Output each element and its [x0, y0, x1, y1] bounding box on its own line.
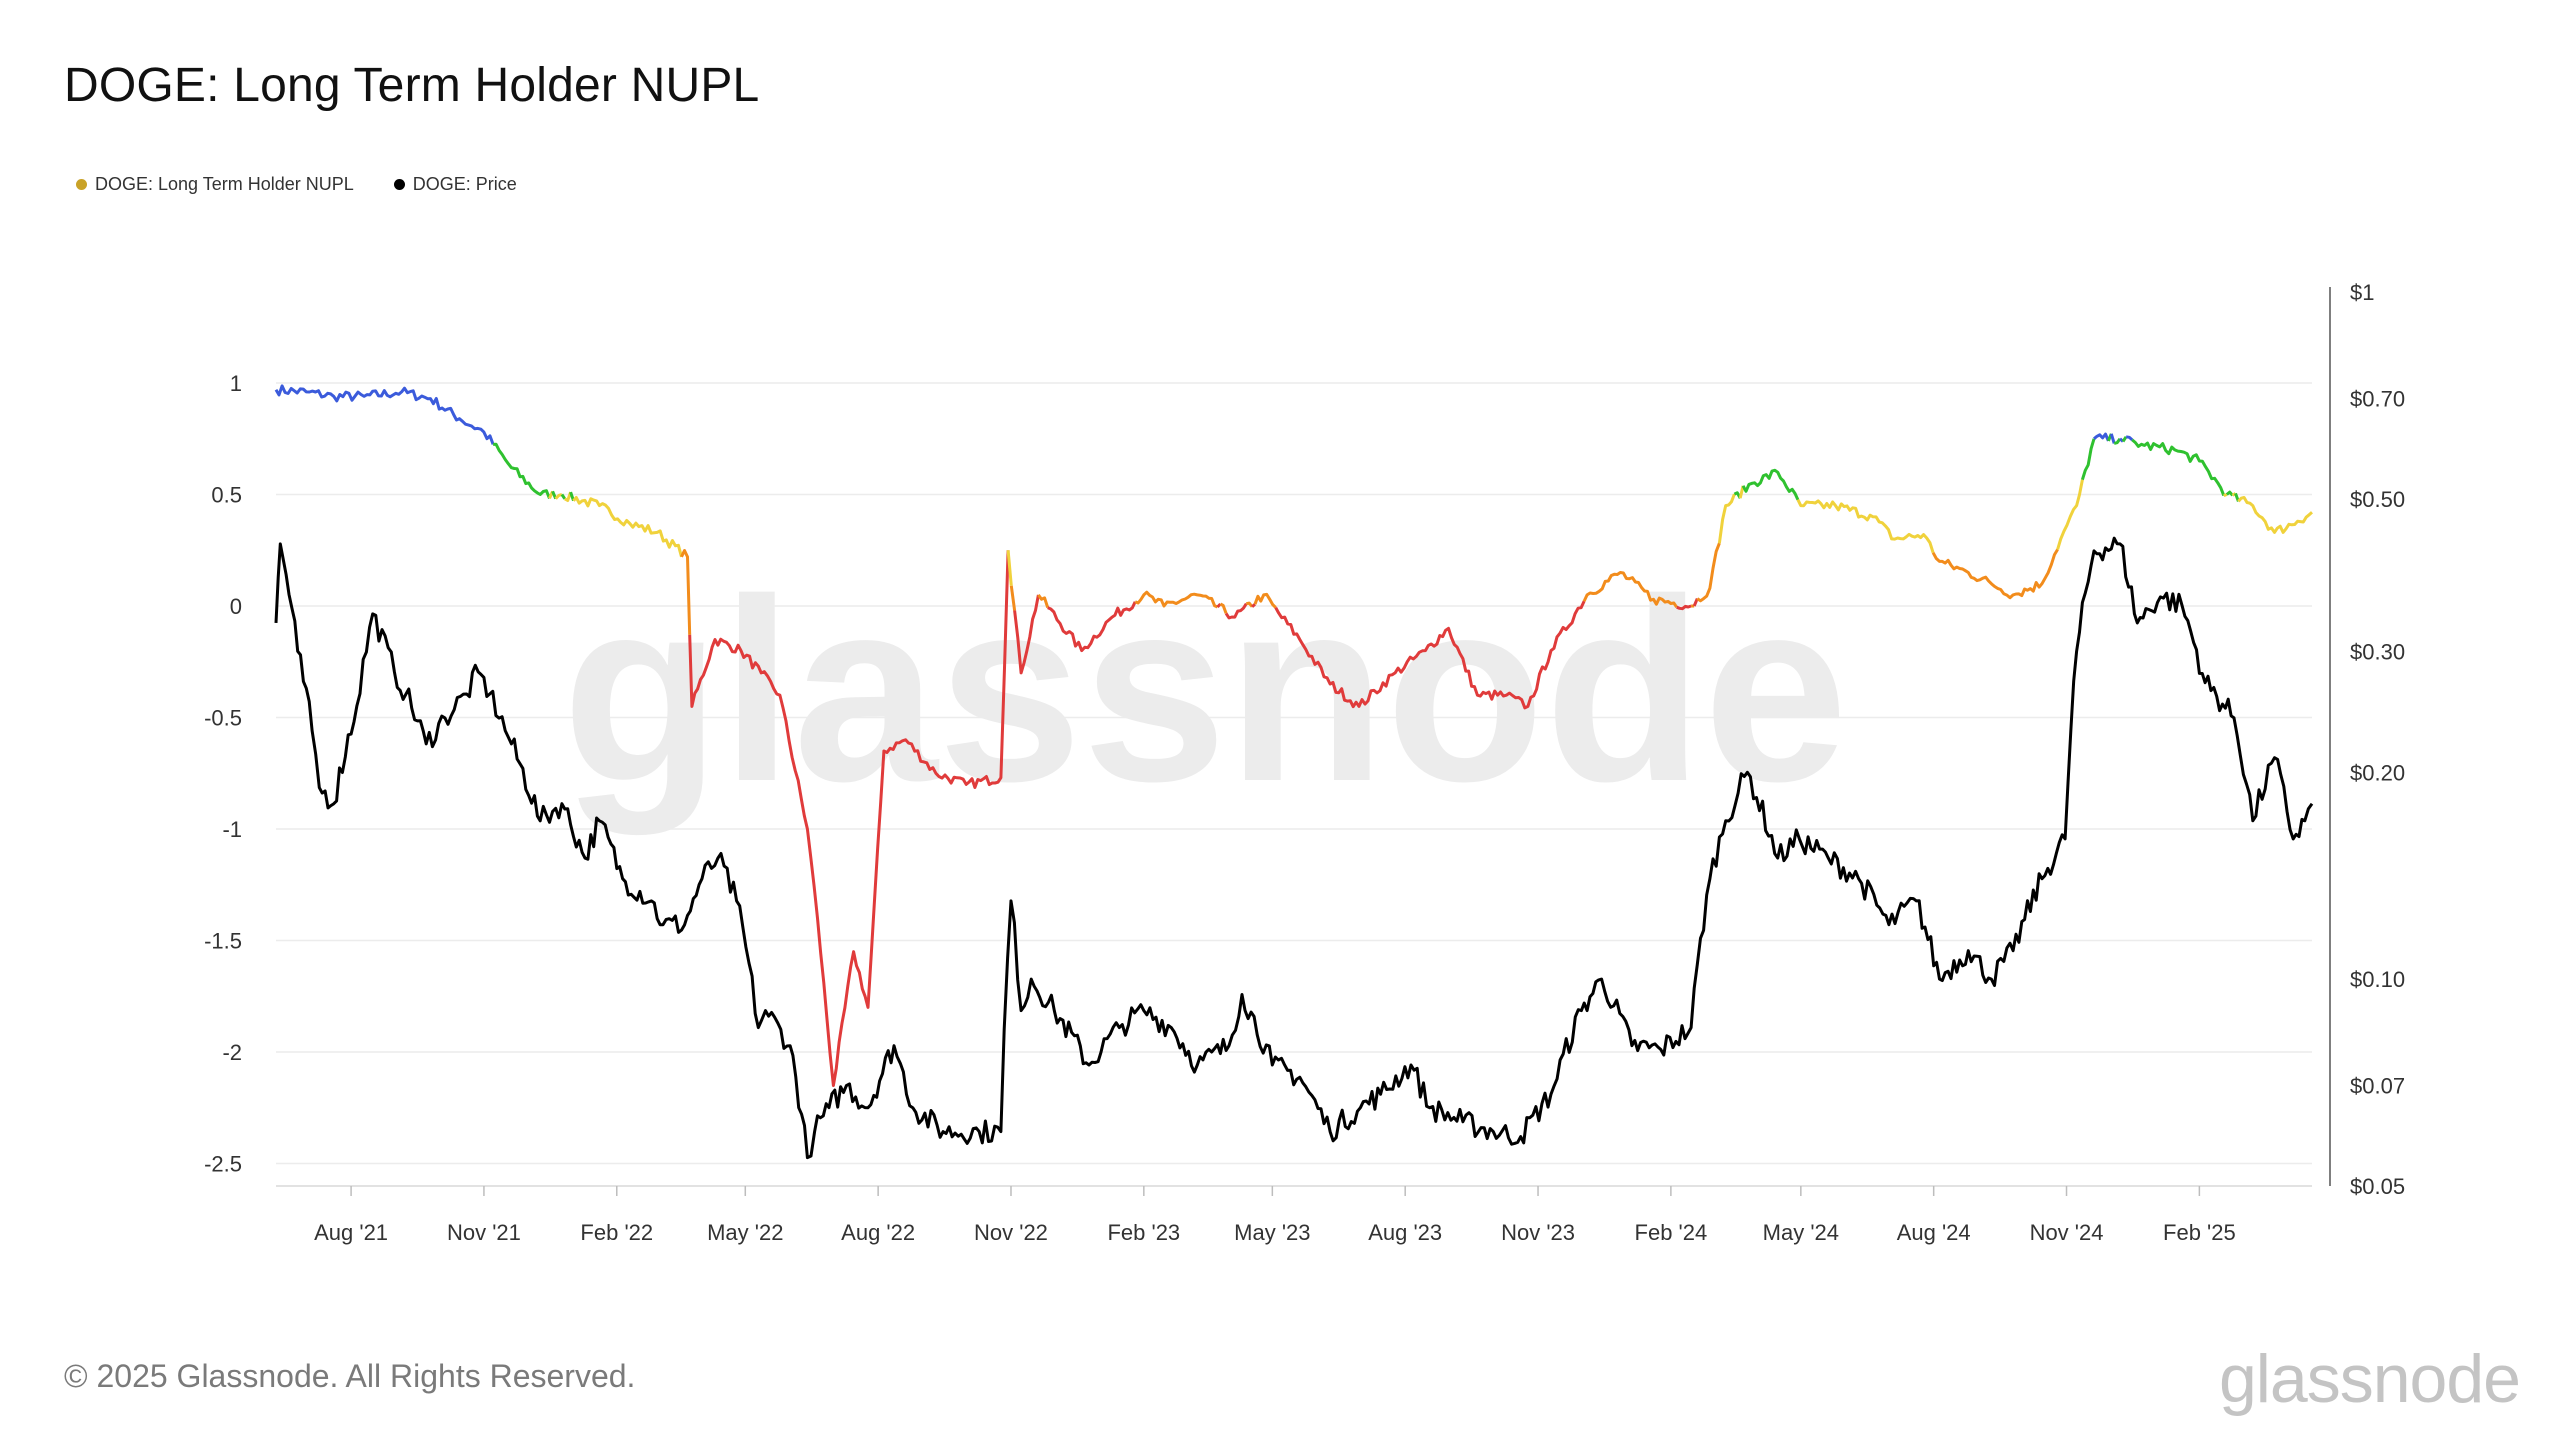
nupl-series-segment [1741, 468, 1800, 501]
y-right-tick-label: $0.20 [2350, 760, 2405, 785]
x-tick-label: Aug '24 [1897, 1220, 1971, 1245]
nupl-series-segment [688, 550, 1010, 1087]
y-right-tick-label: $0.70 [2350, 386, 2405, 411]
nupl-series-segment [572, 496, 683, 558]
x-tick-label: May '23 [1234, 1220, 1310, 1245]
y-left-tick-label: -1 [222, 817, 242, 842]
x-tick-label: Feb '25 [2163, 1220, 2236, 1245]
nupl-series-segment [493, 442, 551, 499]
x-tick-label: Aug '22 [841, 1220, 915, 1245]
nupl-series-segment [1037, 594, 1050, 609]
legend-swatch-nupl [76, 179, 87, 190]
chart-title: DOGE: Long Term Holder NUPL [64, 59, 760, 112]
nupl-series-segment [1009, 585, 1017, 611]
y-left-tick-label: -1.5 [204, 929, 242, 954]
legend-label-price: DOGE: Price [412, 174, 517, 194]
nupl-series-segment [1676, 604, 1692, 611]
nupl-series-segment [1224, 602, 1248, 620]
y-left-tick-label: -0.5 [204, 706, 242, 731]
nupl-series-segment [554, 493, 563, 500]
nupl-series-segment [2080, 438, 2096, 481]
nupl-series-segment [1245, 601, 1254, 608]
watermark-text: glassnode [562, 546, 1848, 837]
y-left-tick-label: 1 [230, 371, 242, 396]
nupl-series-segment [1047, 601, 1137, 653]
y-right-tick-label: $0.50 [2350, 487, 2405, 512]
copyright-notice: © 2025 Glassnode. All Rights Reserved. [64, 1358, 636, 1394]
nupl-series-segment [2113, 437, 2122, 445]
x-tick-label: Nov '22 [974, 1220, 1048, 1245]
nupl-series-segment [1717, 493, 1736, 544]
nupl-series-segment [1274, 600, 1586, 710]
y-left-tick-label: 0 [230, 594, 242, 619]
nupl-series-segment [1013, 594, 1040, 675]
nupl-series-segment [1796, 499, 1935, 554]
nupl-series-segment [2237, 496, 2313, 534]
legend-item-price[interactable]: DOGE: Price [393, 174, 517, 195]
x-tick-label: Feb '24 [1635, 1220, 1708, 1245]
legend-label-nupl: DOGE: Long Term Holder NUPL [95, 174, 354, 194]
nupl-series-segment [1006, 550, 1013, 586]
chart-legend: DOGE: Long Term Holder NUPL DOGE: Price [76, 174, 517, 195]
price-series-line [274, 536, 2314, 1160]
nupl-series-segment [2223, 493, 2228, 498]
nupl-series-segment [2121, 435, 2128, 443]
nupl-series-segment [1582, 571, 1678, 609]
y-left-tick-label: -2.5 [204, 1152, 242, 1177]
nupl-series-segment [1696, 542, 1721, 603]
nupl-series-segment [2056, 479, 2084, 550]
nupl-series-segment [680, 549, 692, 635]
glassnode-logo: glassnode [2218, 1341, 2521, 1417]
y-left-tick-label: 0.5 [211, 483, 242, 508]
y-right-tick-label: $1 [2350, 280, 2374, 305]
nupl-series-segment [2125, 435, 2134, 442]
x-tick-label: Nov '24 [2030, 1220, 2104, 1245]
x-tick-label: Nov '23 [1501, 1220, 1575, 1245]
nupl-series-segment [564, 491, 573, 502]
y-right-tick-label: $0.10 [2350, 967, 2405, 992]
nupl-series-segment [1931, 548, 2059, 600]
y-right-tick-label: $0.07 [2350, 1074, 2405, 1099]
y-left-tick-label: -2 [222, 1040, 242, 1065]
nupl-series-segment [1219, 602, 1228, 614]
legend-swatch-price [393, 179, 405, 190]
x-tick-label: May '24 [1763, 1220, 1839, 1245]
legend-item-nupl[interactable]: DOGE: Long Term Holder NUPL [76, 174, 354, 195]
x-tick-label: Aug '21 [314, 1220, 388, 1245]
x-tick-label: Feb '22 [580, 1220, 653, 1245]
nupl-series-segment [2093, 432, 2110, 442]
nupl-series-segment [2131, 438, 2226, 497]
nupl-series-segment [274, 384, 495, 445]
x-tick-label: May '22 [707, 1220, 783, 1245]
y-right-tick-label: $0.30 [2350, 639, 2405, 664]
nupl-series-segment [1134, 590, 1219, 609]
x-tick-label: Feb '23 [1107, 1220, 1180, 1245]
x-tick-label: Nov '21 [447, 1220, 521, 1245]
nupl-series-segment [1216, 602, 1222, 609]
nupl-series-segment [560, 493, 567, 500]
nupl-series-segment [1253, 592, 1277, 609]
y-right-tick-label: $0.05 [2350, 1174, 2405, 1199]
nupl-series-segment [2109, 433, 2116, 444]
x-tick-label: Aug '23 [1368, 1220, 1442, 1245]
nupl-series-segment [1251, 603, 1256, 608]
nupl-series-segment [2225, 490, 2234, 497]
